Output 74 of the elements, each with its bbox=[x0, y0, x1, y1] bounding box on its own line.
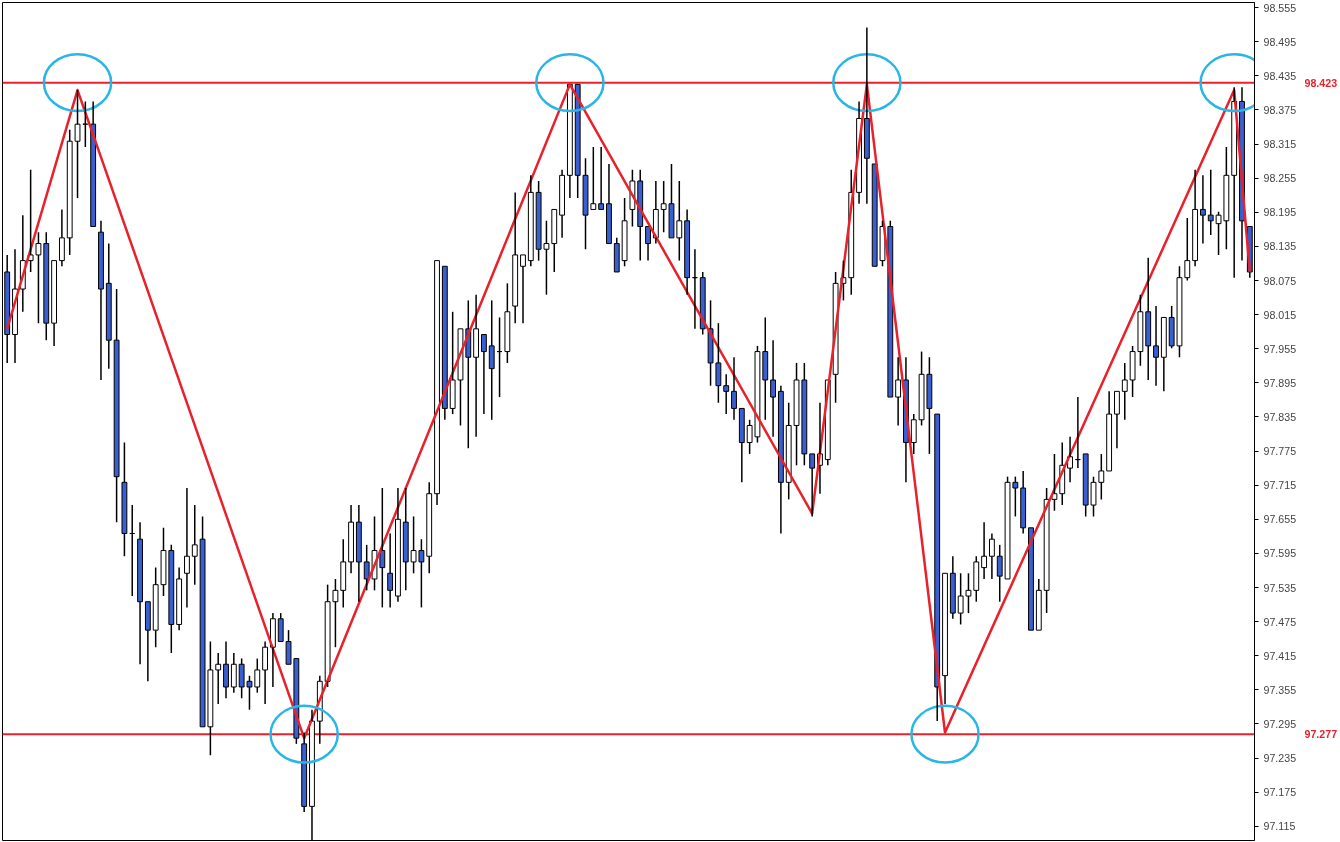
candlestick bbox=[1121, 362, 1128, 421]
candlestick bbox=[512, 191, 519, 324]
candlestick bbox=[58, 208, 65, 268]
candlestick bbox=[184, 487, 190, 609]
candlestick bbox=[74, 89, 81, 199]
candlestick bbox=[723, 373, 730, 415]
candlestick bbox=[731, 356, 737, 421]
candlestick bbox=[113, 288, 120, 523]
candlestick bbox=[488, 299, 495, 421]
candlestick bbox=[98, 220, 104, 381]
y-tick-label: 97.775 bbox=[1263, 445, 1297, 458]
y-tick-label: 97.115 bbox=[1263, 820, 1296, 833]
candlestick bbox=[1145, 257, 1152, 381]
candlestick bbox=[348, 504, 354, 575]
candlestick bbox=[387, 532, 394, 609]
y-tick-label: 98.075 bbox=[1263, 274, 1297, 287]
candlestick bbox=[176, 566, 183, 631]
candlestick bbox=[981, 521, 988, 580]
candlestick bbox=[652, 180, 659, 245]
candlestick bbox=[1192, 168, 1199, 268]
candlestick bbox=[559, 168, 565, 239]
y-tick-label: 97.475 bbox=[1263, 615, 1297, 628]
y-tick-label: 98.375 bbox=[1263, 103, 1297, 116]
y-tick-label: 98.495 bbox=[1263, 35, 1297, 48]
y-tick-label: 97.295 bbox=[1263, 717, 1297, 730]
candlestick bbox=[707, 299, 714, 387]
candlestick bbox=[863, 26, 870, 205]
line-series bbox=[5, 83, 1252, 740]
candlestick bbox=[426, 481, 433, 575]
candlestick bbox=[473, 293, 480, 438]
candlestick bbox=[137, 521, 143, 666]
candlestick bbox=[527, 174, 534, 268]
candlestick bbox=[215, 652, 222, 705]
y-tick-label: 97.655 bbox=[1263, 513, 1297, 526]
candlestick bbox=[269, 612, 276, 688]
y-tick-label: 98.195 bbox=[1263, 206, 1297, 219]
y-tick-label: 97.415 bbox=[1263, 649, 1297, 662]
y-tick-label: 97.835 bbox=[1263, 410, 1297, 423]
candlestick bbox=[105, 242, 112, 370]
y-tick-label: 97.235 bbox=[1263, 752, 1297, 765]
y-tick-label: 97.595 bbox=[1263, 547, 1297, 560]
candlestick bbox=[121, 441, 128, 557]
candlestick bbox=[1020, 470, 1027, 535]
candlestick bbox=[355, 504, 362, 603]
candlestick bbox=[262, 640, 269, 705]
y-tick-label: 97.355 bbox=[1263, 683, 1297, 696]
candlestick bbox=[402, 487, 409, 592]
y-tick-label: 98.135 bbox=[1263, 240, 1297, 253]
candlestick bbox=[1153, 305, 1159, 387]
candlestick bbox=[301, 731, 308, 813]
candlestick bbox=[309, 708, 315, 841]
candlestick bbox=[1200, 174, 1206, 245]
candlestick bbox=[223, 640, 229, 700]
candlestick bbox=[684, 208, 691, 296]
candlestick bbox=[395, 487, 401, 603]
y-tick-label: 97.535 bbox=[1263, 581, 1297, 594]
y-tick-label: 97.955 bbox=[1263, 342, 1297, 355]
candlestick bbox=[777, 384, 784, 535]
candlestick bbox=[770, 339, 776, 438]
y-tick-label: 98.555 bbox=[1263, 1, 1297, 14]
y-tick-label: 98.315 bbox=[1263, 138, 1297, 151]
candlestick bbox=[895, 356, 902, 427]
y-tick-label: 97.715 bbox=[1263, 479, 1297, 492]
ref-line-label: 97.277 bbox=[1304, 728, 1338, 741]
candlestick bbox=[949, 555, 956, 620]
y-tick-label: 97.175 bbox=[1263, 786, 1297, 799]
ref-line-label: 98.423 bbox=[1304, 76, 1338, 89]
candlestick bbox=[230, 652, 237, 694]
y-tick-label: 98.435 bbox=[1263, 69, 1297, 82]
candlestick bbox=[637, 168, 644, 262]
y-tick-label: 97.895 bbox=[1263, 376, 1297, 389]
y-tick-label: 98.255 bbox=[1263, 172, 1297, 185]
y-tick-label: 98.015 bbox=[1263, 308, 1297, 321]
candlestick bbox=[988, 532, 995, 580]
